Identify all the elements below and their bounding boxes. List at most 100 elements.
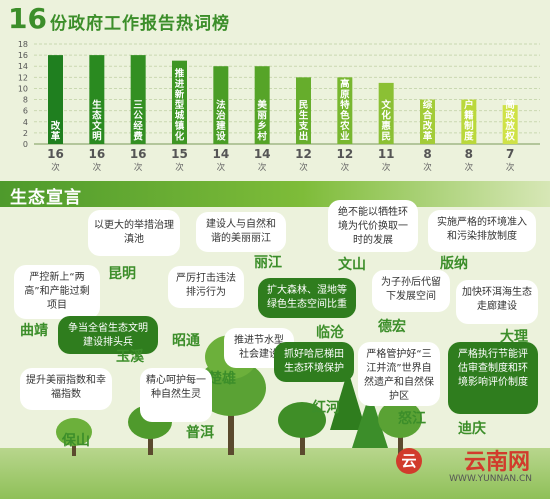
bar-unit-label: 次 <box>465 162 474 173</box>
y-tick-label: 8 <box>23 96 28 105</box>
y-tick-label: 10 <box>18 84 28 93</box>
bar-value-label: 11 <box>378 147 395 161</box>
y-tick-label: 2 <box>23 129 28 138</box>
tree-crown <box>378 400 422 438</box>
bar-value-label: 7 <box>506 147 514 161</box>
y-tick-label: 14 <box>18 62 28 71</box>
bar <box>172 60 187 144</box>
city-baoshan: 保山 <box>62 433 90 449</box>
bubble-puer: 精心呵护每一种自然生灵 <box>140 368 212 422</box>
bar-category-label: 美丽乡村 <box>256 99 267 143</box>
city-puer: 普洱 <box>186 425 214 441</box>
bar <box>296 77 311 144</box>
city-banna: 版纳 <box>440 256 468 272</box>
tree-trunk <box>228 405 234 455</box>
bar-value-label: 14 <box>212 147 229 161</box>
bar-category-label: 生态文明 <box>91 99 102 143</box>
tree-trunk <box>398 430 403 455</box>
bar-category-label: 综合改革 <box>423 99 433 143</box>
bar-category-label: 高原特色农业 <box>339 78 350 143</box>
city-kunming: 昆明 <box>108 266 136 282</box>
grass-ground <box>0 448 550 499</box>
bubble-yuxi: 争当全省生态文明建设排头兵 <box>58 316 158 354</box>
bubble-lincang: 扩大森林、湿地等绿色生态空间比重 <box>258 278 356 318</box>
bubble-nujiang: 严格管护好“三江并流”世界自然遗产和自然保护区 <box>358 342 440 406</box>
bar-unit-label: 次 <box>93 162 102 173</box>
bubble-diqing: 严格执行节能评估审查制度和环境影响评价制度 <box>448 342 538 414</box>
bar-category-label: 三公经费 <box>133 100 143 143</box>
section-band <box>0 181 550 207</box>
bar-unit-label: 次 <box>299 162 308 173</box>
bar-value-label: 16 <box>47 147 64 161</box>
bar-unit-label: 次 <box>175 162 184 173</box>
hot-words-bar-chart: 024681012141618改革16次生态文明16次三公经费16次推进新型城镇… <box>18 40 540 173</box>
bar-unit-label: 次 <box>134 162 143 173</box>
y-tick-label: 6 <box>23 107 28 116</box>
site-logo: 云南网 <box>463 450 530 475</box>
bar-category-label: 文化惠民 <box>380 99 391 143</box>
bar-unit-label: 次 <box>341 162 350 173</box>
tree-crown <box>278 402 326 438</box>
bar-unit-label: 次 <box>258 162 267 173</box>
bar <box>337 77 353 144</box>
bubble-honghe: 抓好哈尼梯田生态环境保护 <box>274 342 354 382</box>
bar <box>48 55 63 144</box>
y-tick-label: 4 <box>23 118 28 127</box>
title-number: 16 <box>8 2 47 35</box>
bar-unit-label: 次 <box>51 162 60 173</box>
city-qujing: 曲靖 <box>20 323 48 339</box>
city-chuxiong: 楚雄 <box>208 371 236 387</box>
bar-value-label: 16 <box>130 147 147 161</box>
bubble-zhaotong: 严厉打击违法排污行为 <box>168 266 244 308</box>
bubble-kunming: 以更大的举措治理滇池 <box>88 210 180 256</box>
city-zhaotong: 昭通 <box>172 333 200 349</box>
bar <box>502 105 518 144</box>
bar-category-label: 法治建设 <box>215 99 226 143</box>
city-lijiang: 丽江 <box>254 255 282 271</box>
y-tick-label: 16 <box>18 51 28 60</box>
tree-trunk <box>72 438 76 456</box>
page-title: 份政府工作报告热词榜 <box>50 14 230 34</box>
bar-category-label: 民生支出 <box>298 100 309 143</box>
tree-trunk <box>148 430 153 455</box>
bar-value-label: 14 <box>254 147 271 161</box>
yunnan-logo-icon: 云 <box>396 448 422 474</box>
bar-value-label: 8 <box>423 147 431 161</box>
city-diqing: 迪庆 <box>458 421 486 437</box>
bubble-wenshan: 绝不能以牺牲环境为代价换取一时的发展 <box>328 200 418 252</box>
bubble-dehong: 为子孙后代留下发展空间 <box>372 270 450 312</box>
bar-unit-label: 次 <box>506 162 515 173</box>
y-tick-label: 18 <box>18 40 28 49</box>
y-tick-label: 12 <box>18 73 28 82</box>
city-honghe: 红河 <box>312 400 340 416</box>
bar-category-label: 简政放权 <box>504 99 515 143</box>
bar-category-label: 推进新型城镇化 <box>175 68 185 143</box>
city-dehong: 德宏 <box>378 319 406 335</box>
bar-unit-label: 次 <box>217 162 226 173</box>
bar-value-label: 12 <box>295 147 312 161</box>
section-title: 生态宣言 <box>10 188 82 208</box>
bar-category-label: 户籍制度 <box>463 99 474 143</box>
bubble-qujing: 严控新上“两高”和产能过剩项目 <box>14 265 100 319</box>
bubble-lijiang: 建设人与自然和谐的美丽丽江 <box>196 212 286 252</box>
bar-unit-label: 次 <box>423 162 432 173</box>
city-dali: 大理 <box>500 329 528 345</box>
bubble-baoshan: 提升美丽指数和幸福指数 <box>20 368 112 410</box>
bar-value-label: 16 <box>88 147 105 161</box>
bar-unit-label: 次 <box>382 162 391 173</box>
y-tick-label: 0 <box>23 140 28 149</box>
bar-category-label: 改革 <box>51 120 61 143</box>
bubble-banna: 实施严格的环境准入和污染排放制度 <box>428 210 536 252</box>
city-wenshan: 文山 <box>338 257 366 273</box>
bar <box>130 55 146 144</box>
bar <box>420 99 435 144</box>
city-lincang: 临沧 <box>316 325 344 341</box>
tree-crown <box>56 418 92 446</box>
bar <box>89 55 105 144</box>
bar <box>461 99 477 144</box>
city-nujiang: 怒江 <box>398 411 426 427</box>
bubble-dali: 加快环洱海生态走廊建设 <box>456 280 538 324</box>
bar-value-label: 8 <box>465 147 473 161</box>
bar-value-label: 12 <box>336 147 353 161</box>
